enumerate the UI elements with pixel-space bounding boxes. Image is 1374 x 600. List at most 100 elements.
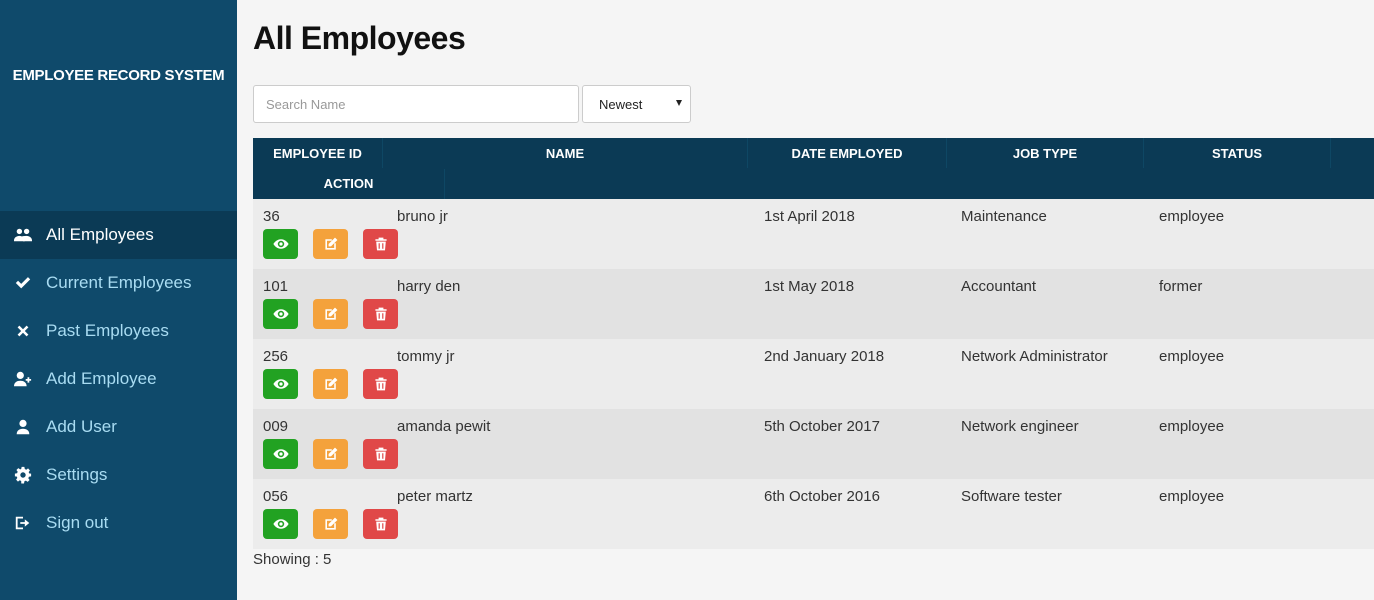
cell-employee-id: 101 — [263, 278, 289, 295]
cell-job-type: Accountant — [961, 278, 1037, 295]
delete-button[interactable] — [363, 299, 398, 329]
edit-icon — [324, 307, 337, 320]
brand-title: EMPLOYEE RECORD SYSTEM — [12, 67, 225, 84]
sidebar-item-all-employees[interactable]: All Employees — [0, 211, 237, 259]
gear-icon — [12, 464, 34, 486]
cell-name: tommy jr — [397, 348, 455, 365]
main-content: All Employees Newest EMPLOYEE ID NAME DA… — [237, 0, 1374, 600]
cell-employee-id: 056 — [263, 488, 289, 505]
edit-icon — [324, 237, 337, 250]
cell-job-type: Maintenance — [961, 208, 1047, 225]
table-row: 36 bruno jr 1st April 2018 Maintenance e… — [253, 199, 1374, 269]
cell-date-employed: 5th October 2017 — [764, 418, 880, 435]
edit-button[interactable] — [313, 299, 348, 329]
col-header-job-type: JOB TYPE — [947, 138, 1144, 168]
view-button[interactable] — [263, 369, 298, 399]
row-actions — [263, 509, 398, 539]
cell-job-type: Network Administrator — [961, 348, 1108, 365]
sidebar-item-current-employees[interactable]: Current Employees — [0, 259, 237, 307]
page-title: All Employees — [253, 20, 466, 56]
cell-date-employed: 1st May 2018 — [764, 278, 855, 295]
sign-out-icon — [12, 512, 34, 534]
sidebar-item-label: Add Employee — [46, 369, 157, 388]
cell-date-employed: 1st April 2018 — [764, 208, 855, 225]
cell-status: employee — [1159, 418, 1225, 435]
row-actions — [263, 369, 398, 399]
user-icon — [12, 416, 34, 438]
cell-status: employee — [1159, 488, 1225, 505]
col-header-employee-id: EMPLOYEE ID — [253, 138, 383, 168]
cell-job-type: Network engineer — [961, 418, 1079, 435]
edit-button[interactable] — [313, 369, 348, 399]
employee-table: EMPLOYEE ID NAME DATE EMPLOYED JOB TYPE … — [253, 138, 1374, 549]
sidebar-item-label: Past Employees — [46, 321, 169, 340]
col-header-action: ACTION — [253, 169, 445, 199]
users-icon — [12, 224, 34, 246]
cell-name: bruno jr — [397, 208, 448, 225]
cell-employee-id: 256 — [263, 348, 289, 365]
view-button[interactable] — [263, 439, 298, 469]
cell-date-employed: 6th October 2016 — [764, 488, 880, 505]
sidebar-item-add-employee[interactable]: Add Employee — [0, 355, 237, 403]
delete-button[interactable] — [363, 439, 398, 469]
cell-status: employee — [1159, 348, 1225, 365]
trash-icon — [374, 447, 387, 461]
table-row: 256 tommy jr 2nd January 2018 Network Ad… — [253, 339, 1374, 409]
delete-button[interactable] — [363, 369, 398, 399]
table-row: 101 harry den 1st May 2018 Accountant fo… — [253, 269, 1374, 339]
sidebar: EMPLOYEE RECORD SYSTEM All Employees Cur… — [0, 0, 237, 600]
eye-icon — [272, 309, 289, 319]
edit-icon — [324, 447, 337, 460]
sidebar-item-settings[interactable]: Settings — [0, 451, 237, 499]
view-button[interactable] — [263, 299, 298, 329]
eye-icon — [272, 379, 289, 389]
delete-button[interactable] — [363, 509, 398, 539]
trash-icon — [374, 517, 387, 531]
search-input[interactable] — [253, 85, 579, 123]
check-icon — [12, 272, 34, 294]
sidebar-item-label: Sign out — [46, 513, 109, 532]
sort-select-value: Newest — [599, 96, 643, 112]
trash-icon — [374, 307, 387, 321]
sidebar-item-sign-out[interactable]: Sign out — [0, 499, 237, 547]
close-icon — [12, 320, 34, 342]
delete-button[interactable] — [363, 229, 398, 259]
table-row: 009 amanda pewit 5th October 2017 Networ… — [253, 409, 1374, 479]
view-button[interactable] — [263, 229, 298, 259]
cell-status: former — [1159, 278, 1203, 295]
edit-button[interactable] — [313, 229, 348, 259]
sidebar-item-add-user[interactable]: Add User — [0, 403, 237, 451]
row-actions — [263, 299, 398, 329]
eye-icon — [272, 449, 289, 459]
caret-down-icon — [676, 100, 682, 106]
edit-icon — [324, 517, 337, 530]
cell-status: employee — [1159, 208, 1225, 225]
sidebar-nav: All Employees Current Employees Past Emp… — [0, 211, 237, 547]
row-actions — [263, 229, 398, 259]
cell-job-type: Software tester — [961, 488, 1062, 505]
cell-name: harry den — [397, 278, 461, 295]
trash-icon — [374, 377, 387, 391]
eye-icon — [272, 239, 289, 249]
trash-icon — [374, 237, 387, 251]
sidebar-item-label: Current Employees — [46, 273, 192, 292]
edit-button[interactable] — [313, 509, 348, 539]
cell-employee-id: 009 — [263, 418, 289, 435]
row-actions — [263, 439, 398, 469]
cell-date-employed: 2nd January 2018 — [764, 348, 885, 365]
sidebar-item-label: Settings — [46, 465, 108, 484]
eye-icon — [272, 519, 289, 529]
sort-select[interactable]: Newest — [582, 85, 691, 123]
edit-button[interactable] — [313, 439, 348, 469]
sidebar-item-label: Add User — [46, 417, 117, 436]
table-row: 056 peter martz 6th October 2016 Softwar… — [253, 479, 1374, 549]
sidebar-item-past-employees[interactable]: Past Employees — [0, 307, 237, 355]
table-header: EMPLOYEE ID NAME DATE EMPLOYED JOB TYPE … — [253, 138, 1374, 199]
cell-name: amanda pewit — [397, 418, 491, 435]
col-header-status: STATUS — [1144, 138, 1331, 168]
view-button[interactable] — [263, 509, 298, 539]
user-plus-icon — [12, 368, 34, 390]
edit-icon — [324, 377, 337, 390]
col-header-name: NAME — [383, 138, 748, 168]
cell-employee-id: 36 — [263, 208, 280, 225]
